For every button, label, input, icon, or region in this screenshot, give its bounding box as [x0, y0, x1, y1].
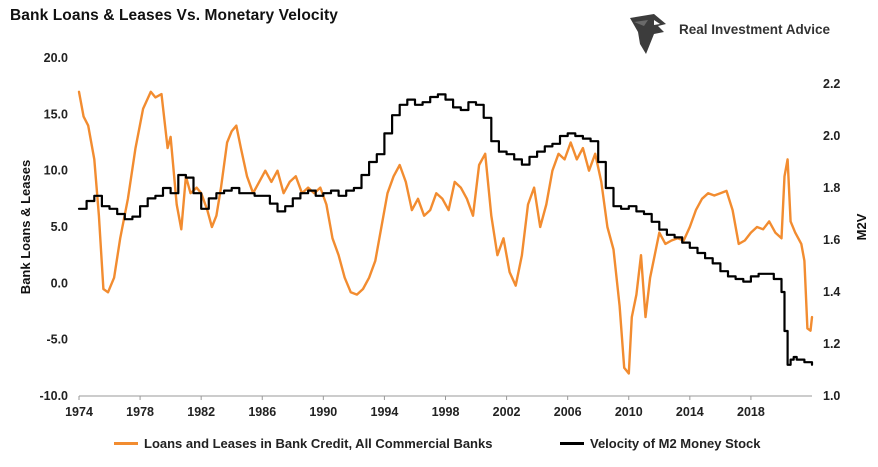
x-tick-label: 1990 [309, 405, 337, 419]
y-right-tick-label: 1.2 [823, 337, 840, 351]
x-tick-label: 1998 [432, 405, 460, 419]
y-right-tick-label: 1.8 [823, 181, 840, 195]
brand-name: Real Investment Advice [679, 22, 831, 37]
y-left-tick-label: -5.0 [46, 333, 68, 347]
y-right-tick-label: 2.0 [823, 129, 840, 143]
y-left-tick-label: 20.0 [44, 51, 68, 65]
x-tick-label: 2006 [554, 405, 582, 419]
x-tick-label: 2018 [737, 405, 765, 419]
legend: Loans and Leases in Bank Credit, All Com… [0, 432, 878, 456]
legend-item-loans: Loans and Leases in Bank Credit, All Com… [114, 436, 492, 451]
x-tick-label: 1974 [65, 405, 93, 419]
y-left-tick-label: 15.0 [44, 107, 68, 121]
legend-label-loans: Loans and Leases in Bank Credit, All Com… [144, 436, 493, 451]
y-right-tick-label: 2.2 [823, 77, 840, 91]
legend-label-velocity: Velocity of M2 Money Stock [590, 436, 761, 451]
x-tick-label: 2002 [493, 405, 521, 419]
y-right-tick-label: 1.6 [823, 233, 840, 247]
x-tick-label: 1986 [248, 405, 276, 419]
loans-series-line [77, 90, 814, 375]
legend-swatch-velocity [560, 442, 584, 445]
chart-title: Bank Loans & Leases Vs. Monetary Velocit… [10, 7, 339, 24]
y-left-axis-title: Bank Loans & Leases [18, 160, 33, 294]
y-right-tick-label: 1.0 [823, 389, 840, 403]
y-left-tick-label: 5.0 [51, 220, 68, 234]
eagle-head-icon [630, 14, 666, 54]
y-left-tick-label: 0.0 [51, 276, 68, 290]
legend-swatch-loans [114, 442, 138, 445]
x-tick-label: 1978 [126, 405, 154, 419]
x-tick-label: 1994 [371, 405, 399, 419]
legend-item-velocity: Velocity of M2 Money Stock [560, 436, 761, 451]
x-tick-label: 1982 [187, 405, 215, 419]
y-left-tick-label: -10.0 [40, 389, 69, 403]
y-right-axis-title: M2V [854, 213, 869, 240]
y-left-tick-label: 10.0 [44, 164, 68, 178]
velocity-series-line [77, 93, 814, 366]
y-right-tick-label: 1.4 [823, 285, 840, 299]
plot-area: 20.0 15.0 10.0 5.0 0.0 -5.0 -10.0 2.2 2.0 1.8 1.6 1… [18, 51, 869, 419]
x-tick-label: 2010 [615, 405, 643, 419]
brand-logo: Real Investment Advice [624, 10, 874, 58]
x-tick-label: 2014 [676, 405, 704, 419]
